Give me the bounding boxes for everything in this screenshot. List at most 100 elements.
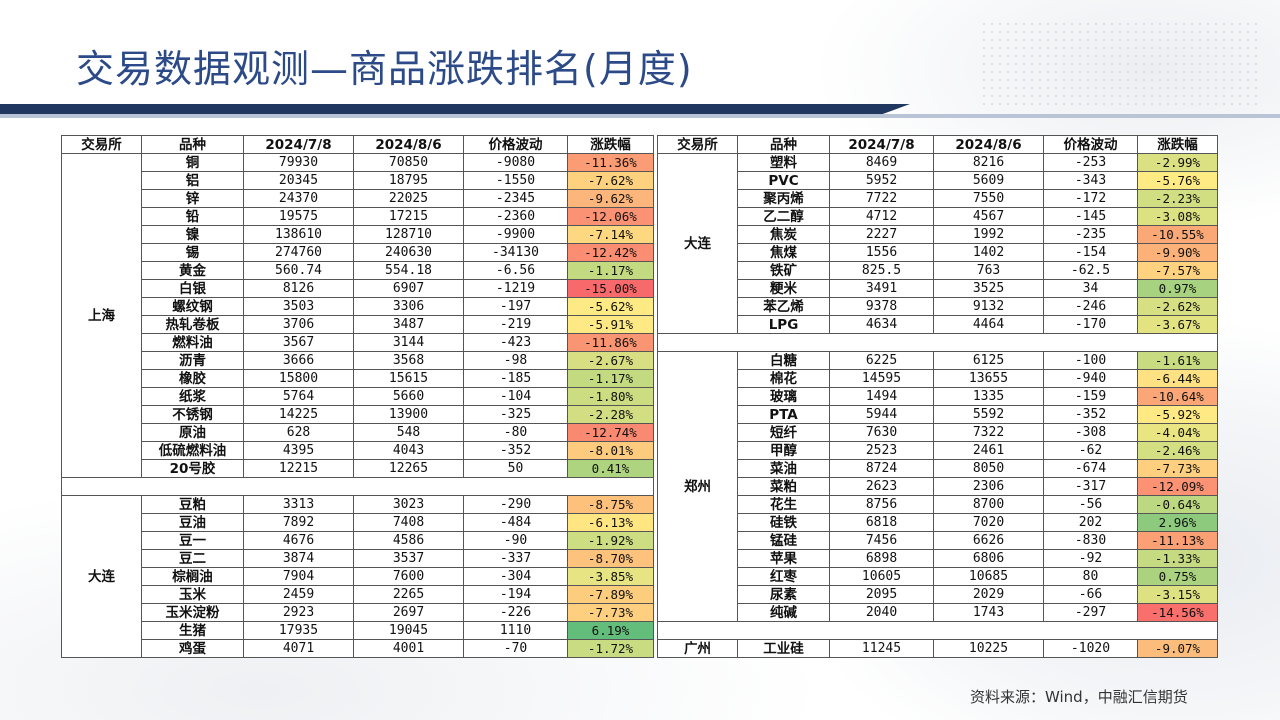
price-end-cell: 1402 xyxy=(933,243,1044,262)
variety-cell: 尿素 xyxy=(737,585,830,604)
price-change-cell: -317 xyxy=(1043,477,1138,496)
header-variety: 品种 xyxy=(737,135,830,154)
price-change-cell: -62 xyxy=(1043,441,1138,460)
table-row: PTA 5944 5592 -352 -5.92% xyxy=(658,405,1218,424)
price-start-cell: 3874 xyxy=(243,549,354,568)
pct-change-cell: -3.15% xyxy=(1137,585,1218,604)
price-change-cell: -154 xyxy=(1043,243,1138,262)
table-row: 锰硅 7456 6626 -830 -11.13% xyxy=(658,531,1218,550)
pct-change-cell: -2.99% xyxy=(1137,153,1218,172)
pct-change-cell: -2.28% xyxy=(567,405,654,424)
price-change-cell: -98 xyxy=(463,351,568,370)
pct-change-cell: -8.70% xyxy=(567,549,654,568)
price-start-cell: 12215 xyxy=(243,459,354,478)
price-start-cell: 19575 xyxy=(243,207,354,226)
price-start-cell: 138610 xyxy=(243,225,354,244)
price-change-cell: -2345 xyxy=(463,189,568,208)
price-change-cell: -185 xyxy=(463,369,568,388)
variety-cell: 鸡蛋 xyxy=(141,639,244,658)
price-start-cell: 6225 xyxy=(829,351,934,370)
table-row: 苹果 6898 6806 -92 -1.33% xyxy=(658,549,1218,568)
price-change-cell: -172 xyxy=(1043,189,1138,208)
table-row: 焦煤 1556 1402 -154 -9.90% xyxy=(658,243,1218,262)
pct-change-cell: -7.57% xyxy=(1137,261,1218,280)
table-row: 镍 138610 128710 -9900 -7.14% xyxy=(62,225,654,244)
price-change-cell: 34 xyxy=(1043,279,1138,298)
price-start-cell: 20345 xyxy=(243,171,354,190)
header-exchange: 交易所 xyxy=(657,135,738,154)
price-change-cell: -235 xyxy=(1043,225,1138,244)
header-date-end: 2024/8/6 xyxy=(933,135,1044,154)
pct-change-cell: -1.17% xyxy=(567,261,654,280)
spacer-row xyxy=(657,621,1218,640)
table-row: PVC 5952 5609 -343 -5.76% xyxy=(658,171,1218,190)
pct-change-cell: -3.85% xyxy=(567,567,654,586)
table-row: 锌 24370 22025 -2345 -9.62% xyxy=(62,189,654,208)
pct-change-cell: -11.13% xyxy=(1137,531,1218,550)
variety-cell: 白糖 xyxy=(737,351,830,370)
price-end-cell: 8216 xyxy=(933,153,1044,172)
price-change-cell: -70 xyxy=(463,639,568,658)
header-price-change: 价格波动 xyxy=(463,135,568,154)
table-row: 沥青 3666 3568 -98 -2.67% xyxy=(62,351,654,370)
spacer-cell xyxy=(657,333,1218,352)
table-row: 豆二 3874 3537 -337 -8.70% xyxy=(62,549,654,568)
variety-cell: 螺纹钢 xyxy=(141,297,244,316)
price-start-cell: 14225 xyxy=(243,405,354,424)
price-end-cell: 22025 xyxy=(353,189,464,208)
price-start-cell: 2523 xyxy=(829,441,934,460)
pct-change-cell: 0.97% xyxy=(1137,279,1218,298)
price-end-cell: 3537 xyxy=(353,549,464,568)
variety-cell: 原油 xyxy=(141,423,244,442)
table-row: 玉米淀粉 2923 2697 -226 -7.73% xyxy=(62,603,654,622)
table-row: 大连 塑料 8469 8216 -253 -2.99% xyxy=(657,153,1218,334)
table-row: 热轧卷板 3706 3487 -219 -5.91% xyxy=(62,315,654,334)
table-row: 硅铁 6818 7020 202 2.96% xyxy=(658,513,1218,532)
exchange-cell: 大连 xyxy=(61,495,142,658)
price-end-cell: 6626 xyxy=(933,531,1044,550)
table-row: 粳米 3491 3525 34 0.97% xyxy=(658,279,1218,298)
price-end-cell: 2265 xyxy=(353,585,464,604)
pct-change-cell: 6.19% xyxy=(567,621,654,640)
price-change-cell: -674 xyxy=(1043,459,1138,478)
pct-change-cell: -12.42% xyxy=(567,243,654,262)
variety-cell: 黄金 xyxy=(141,261,244,280)
price-end-cell: 3306 xyxy=(353,297,464,316)
variety-cell: 锡 xyxy=(141,243,244,262)
variety-cell: 铁矿 xyxy=(737,261,830,280)
variety-cell: PVC xyxy=(737,171,830,190)
exchange-cell: 上海 xyxy=(61,153,142,478)
price-end-cell: 7550 xyxy=(933,189,1044,208)
variety-cell: 短纤 xyxy=(737,423,830,442)
variety-cell: 红枣 xyxy=(737,567,830,586)
pct-change-cell: -11.86% xyxy=(567,333,654,352)
pct-change-cell: -5.92% xyxy=(1137,405,1218,424)
price-end-cell: 1335 xyxy=(933,387,1044,406)
price-end-cell: 17215 xyxy=(353,207,464,226)
variety-cell: 苯乙烯 xyxy=(737,297,830,316)
table-row: 燃料油 3567 3144 -423 -11.86% xyxy=(62,333,654,352)
variety-cell: 菜粕 xyxy=(737,477,830,496)
table-row: 铝 20345 18795 -1550 -7.62% xyxy=(62,171,654,190)
variety-cell: LPG xyxy=(737,315,830,334)
dot-pattern-decoration xyxy=(980,20,1260,110)
price-end-cell: 6806 xyxy=(933,549,1044,568)
table-row: 铅 19575 17215 -2360 -12.06% xyxy=(62,207,654,226)
pct-change-cell: -8.75% xyxy=(567,495,654,514)
price-change-cell: 80 xyxy=(1043,567,1138,586)
pct-change-cell: -7.14% xyxy=(567,225,654,244)
price-end-cell: 3568 xyxy=(353,351,464,370)
header-date-start: 2024/7/8 xyxy=(829,135,934,154)
price-change-cell: -159 xyxy=(1043,387,1138,406)
price-start-cell: 8756 xyxy=(829,495,934,514)
pct-change-cell: -8.01% xyxy=(567,441,654,460)
price-change-cell: -325 xyxy=(463,405,568,424)
variety-cell: 硅铁 xyxy=(737,513,830,532)
spacer-cell xyxy=(61,477,654,496)
price-change-cell: -145 xyxy=(1043,207,1138,226)
pct-change-cell: -12.74% xyxy=(567,423,654,442)
table-row: 低硫燃料油 4395 4043 -352 -8.01% xyxy=(62,441,654,460)
table-row: 菜粕 2623 2306 -317 -12.09% xyxy=(658,477,1218,496)
pct-change-cell: -9.62% xyxy=(567,189,654,208)
variety-cell: 豆一 xyxy=(141,531,244,550)
